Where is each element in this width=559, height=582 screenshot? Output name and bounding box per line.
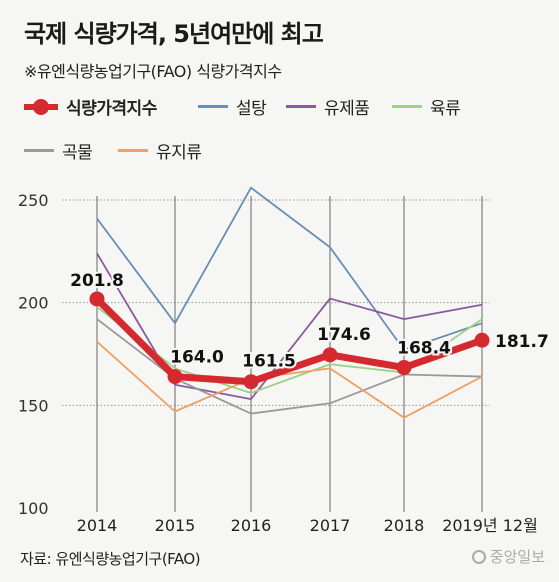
legend-label-cereals: 곡물: [62, 143, 93, 163]
series-line-dairy: [96, 252, 483, 401]
data-label-food_index-4: 168.4: [397, 339, 451, 359]
legend-item-meat: 육류: [392, 94, 461, 119]
legend-item-food_index: 식량가격지수: [24, 94, 157, 119]
data-label-food_index-5: 181.7: [495, 332, 549, 352]
y-tick-label-0: 100: [18, 499, 49, 518]
data-point-food_index-5: [474, 332, 490, 348]
legend-label-food_index: 식량가격지수: [66, 99, 157, 119]
series-line-sugar: [96, 186, 483, 351]
data-label-food_index-2: 161.5: [242, 352, 296, 372]
legend-label-meat: 육류: [430, 99, 461, 119]
y-tick-label-2: 200: [18, 294, 49, 313]
x-tick-label-2: 2016: [231, 516, 272, 535]
y-tick-label-1: 150: [18, 396, 49, 415]
source-note: 자료: 유엔식량농업기구(FAO): [20, 550, 201, 568]
legend-item-oils: 유지류: [118, 138, 202, 163]
series-line-oils: [96, 341, 483, 419]
legend-item-cereals: 곡물: [24, 138, 93, 163]
legend-label-sugar: 설탕: [236, 99, 267, 119]
data-label-food_index-1: 164.0: [170, 348, 224, 368]
legend-swatch-meat: [392, 105, 422, 108]
legend-label-oils: 유지류: [156, 143, 202, 163]
data-point-food_index-4: [396, 360, 412, 376]
chart-subtitle: ※유엔식량농업기구(FAO) 식량가격지수: [24, 62, 282, 81]
legend-label-dairy: 유제품: [324, 99, 370, 119]
logo-text: 중앙일보: [489, 548, 545, 566]
x-tick-label-3: 2017: [310, 516, 351, 535]
data-point-food_index-0: [89, 291, 105, 307]
legend-swatch-cereals: [24, 149, 54, 152]
data-label-food_index-0: 201.8: [70, 271, 124, 291]
x-tick-label-5: 2019년 12월: [442, 516, 538, 535]
series-line-cereals: [96, 318, 483, 415]
logo-mark-icon: [471, 549, 486, 564]
data-point-food_index-3: [322, 347, 338, 363]
legend-swatch-food_index: [24, 98, 58, 115]
y-tick-label-3: 250: [18, 191, 49, 210]
legend-swatch-oils: [118, 149, 148, 152]
chart-title: 국제 식량가격, 5년여만에 최고: [24, 20, 324, 48]
legend-item-sugar: 설탕: [198, 94, 267, 119]
x-tick-label-1: 2015: [155, 516, 196, 535]
legend-swatch-dairy: [286, 105, 316, 108]
x-tick-label-4: 2018: [384, 516, 425, 535]
series-line-food_index: [93, 295, 486, 386]
legend-swatch-sugar: [198, 105, 228, 108]
data-point-food_index-1: [167, 369, 183, 385]
data-point-food_index-2: [243, 374, 259, 390]
x-tick-label-0: 2014: [77, 516, 118, 535]
publisher-logo: 중앙일보: [471, 546, 545, 567]
legend-item-dairy: 유제품: [286, 94, 370, 119]
data-label-food_index-3: 174.6: [317, 325, 371, 345]
